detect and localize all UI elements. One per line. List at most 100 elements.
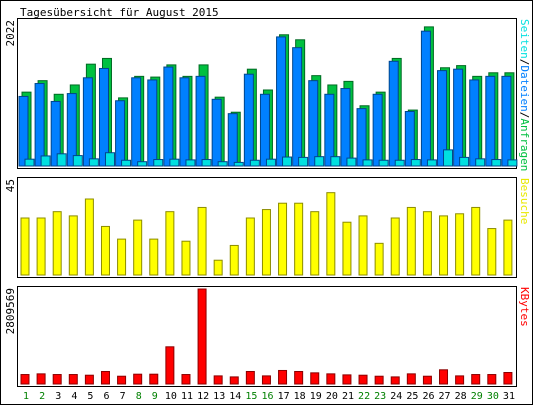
seiten-bar [104,152,115,167]
seiten-bar [121,159,132,167]
visits-panel: 45 Besuche [4,177,531,278]
visits-bar [294,202,304,276]
visits-bar [117,238,127,276]
kbytes-bar [358,374,368,385]
kbytes-bar [278,369,288,385]
chart-panels: 2022 Seiten/Dateien/Anfragen 45 Besuche 2809… [4,18,531,387]
seiten-bar [298,156,309,167]
kbytes-bar [422,375,432,385]
seiten-bar [426,159,437,167]
visits-bar [406,206,416,276]
visits-bar [36,217,46,276]
dateien-bar [179,77,190,167]
day-label: 2 [39,391,45,402]
day-label: 24 [390,391,402,402]
dateien-bar [163,66,174,167]
kbytes-series-label: KBytes [518,287,531,327]
kbytes-bar [229,376,239,385]
hits-panel: 2022 Seiten/Dateien/Anfragen [4,18,531,171]
dateien-bar [147,79,158,167]
dateien-bar [324,93,335,167]
visits-bar [181,240,191,276]
kbytes-frame [17,286,517,387]
seiten-bar [153,159,164,167]
kbytes-bar [455,375,465,385]
kbytes-bar [439,369,449,385]
seiten-bar [201,159,212,167]
visits-bar [326,192,336,276]
dateien-bar [243,73,254,167]
dateien-bar [356,108,367,167]
dateien-bar [437,70,448,167]
day-label: 18 [294,391,306,402]
seiten-bar [491,159,502,167]
dateien-bar [131,77,142,167]
day-label: 6 [104,391,110,402]
dateien-bar [308,80,319,167]
kbytes-bar [471,374,481,385]
day-label: 28 [455,391,467,402]
day-label: 7 [120,391,126,402]
day-label: 29 [471,391,483,402]
seiten-bar [459,156,470,167]
visits-bar [390,217,400,276]
dateien-bar [50,100,61,167]
visits-bar [165,211,175,276]
seiten-bar [185,159,196,167]
day-axis-labels: 1 2 3 4 5 6 7 8 9 10 11 12 13 14 15 16 17 18 19 20 21 22 23 24 2… [23,391,515,402]
kbytes-bar [149,373,159,385]
dateien-bar [276,36,287,167]
visits-bar [278,202,288,276]
kbytes-bar [213,375,223,385]
dateien-bar [82,77,93,167]
seiten-bar [282,156,293,167]
dateien-bar [388,60,399,167]
seiten-bar [72,155,83,167]
dateien-bar [453,68,464,167]
seiten-bar [56,153,67,167]
day-label: 5 [87,391,93,402]
visits-bar [422,211,432,276]
kbytes-bar [36,373,46,385]
kbytes-bar [84,374,94,385]
kbytes-bar [390,376,400,385]
kbytes-bar [326,373,336,385]
hits-series-label: Seiten/Dateien/Anfragen [518,19,531,171]
visits-series-label: Besuche [518,178,531,224]
kbytes-bar [165,346,175,385]
visits-bar [358,215,368,276]
seiten-bar [394,159,405,167]
day-label: 8 [136,391,142,402]
seiten-bar [233,161,244,167]
visits-bar [374,242,384,276]
day-label: 12 [197,391,209,402]
kbytes-bar [342,374,352,385]
day-label: 11 [181,391,193,402]
visits-bar [20,217,30,276]
seiten-bar [249,159,260,167]
visits-bar [439,215,449,276]
day-label: 3 [55,391,61,402]
kbytes-bar [294,370,304,385]
seiten-bar [169,158,180,167]
day-label: 17 [278,391,290,402]
visits-bar [245,217,255,276]
dateien-bar [227,113,238,167]
day-label: 1 [23,391,29,402]
seiten-bar [507,159,518,167]
seiten-bar [378,159,389,167]
visits-bar [503,219,513,276]
visits-bar [471,206,481,276]
day-label: 19 [310,391,322,402]
kbytes-bar [52,374,62,385]
dateien-bar [420,30,431,167]
day-label: 9 [152,391,158,402]
visits-bar [261,209,271,276]
seiten-bar [410,159,421,167]
dateien-bar [501,75,512,167]
visits-bar [229,244,239,276]
day-label: 30 [487,391,499,402]
day-label: 26 [422,391,434,402]
dateien-bar [259,93,270,167]
kbytes-bar [487,374,497,385]
